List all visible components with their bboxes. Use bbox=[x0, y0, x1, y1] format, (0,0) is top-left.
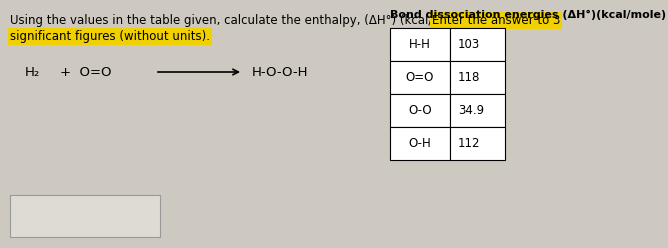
Bar bbox=[390, 127, 450, 160]
Text: 34.9: 34.9 bbox=[458, 104, 484, 117]
Text: significant figures (without units).: significant figures (without units). bbox=[10, 30, 210, 43]
Text: O=O: O=O bbox=[406, 71, 434, 84]
Bar bbox=[450, 127, 505, 160]
Bar bbox=[10, 195, 160, 237]
Text: O-H: O-H bbox=[409, 137, 432, 150]
Text: 112: 112 bbox=[458, 137, 480, 150]
Text: Bond dissociation energies (ΔH°)(kcal/mole): Bond dissociation energies (ΔH°)(kcal/mo… bbox=[390, 10, 666, 20]
Text: Using the values in the table given, calculate the enthalpy, (ΔH°) (kcal/mole).: Using the values in the table given, cal… bbox=[10, 14, 474, 27]
Text: +  O=O: + O=O bbox=[60, 65, 112, 79]
Bar bbox=[390, 28, 450, 61]
Bar bbox=[390, 61, 450, 94]
Text: O-O: O-O bbox=[408, 104, 432, 117]
Text: 103: 103 bbox=[458, 38, 480, 51]
Bar bbox=[390, 94, 450, 127]
Text: Enter the answer to 3: Enter the answer to 3 bbox=[432, 14, 560, 27]
Text: H-O-O-H: H-O-O-H bbox=[252, 65, 309, 79]
Bar bbox=[450, 94, 505, 127]
Text: 118: 118 bbox=[458, 71, 480, 84]
Bar bbox=[450, 28, 505, 61]
Text: H₂: H₂ bbox=[25, 65, 40, 79]
Text: H-H: H-H bbox=[409, 38, 431, 51]
Bar bbox=[450, 61, 505, 94]
